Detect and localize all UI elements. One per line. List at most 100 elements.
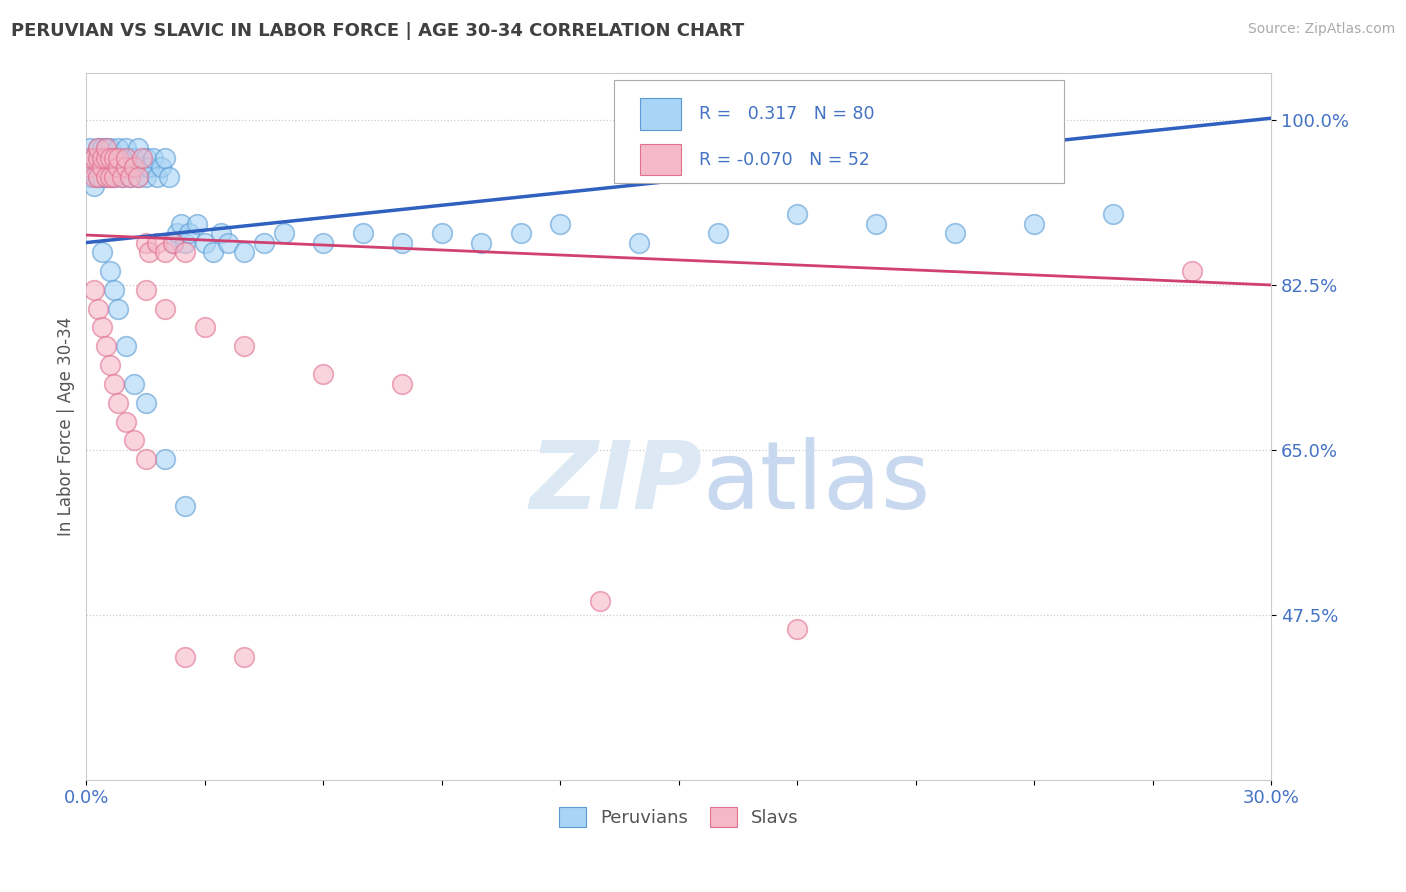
Point — [94, 169, 117, 184]
Point — [174, 500, 197, 514]
Point — [118, 169, 141, 184]
Point — [352, 226, 374, 240]
Point — [253, 235, 276, 250]
Point — [103, 376, 125, 391]
Point — [138, 160, 160, 174]
Point — [111, 151, 134, 165]
Point — [79, 169, 101, 184]
Point — [87, 141, 110, 155]
Point — [107, 301, 129, 316]
Point — [107, 141, 129, 155]
Point — [162, 235, 184, 250]
Point — [135, 235, 157, 250]
Point — [201, 245, 224, 260]
Point — [233, 650, 256, 665]
Point — [107, 160, 129, 174]
Point — [107, 151, 129, 165]
Point — [79, 151, 101, 165]
Point — [194, 320, 217, 334]
Point — [509, 226, 531, 240]
Point — [122, 160, 145, 174]
Point — [138, 245, 160, 260]
Legend: Peruvians, Slavs: Peruvians, Slavs — [551, 800, 806, 834]
Point — [114, 151, 136, 165]
Point — [217, 235, 239, 250]
Point — [1181, 264, 1204, 278]
Point — [103, 169, 125, 184]
Point — [94, 151, 117, 165]
Point — [157, 169, 180, 184]
Point — [94, 160, 117, 174]
Text: R =   0.317   N = 80: R = 0.317 N = 80 — [699, 104, 875, 122]
Point — [470, 235, 492, 250]
Point — [111, 169, 134, 184]
Point — [122, 151, 145, 165]
Point — [127, 169, 149, 184]
FancyBboxPatch shape — [640, 144, 681, 176]
Point — [1024, 217, 1046, 231]
Point — [83, 151, 105, 165]
Point — [98, 151, 121, 165]
Point — [548, 217, 571, 231]
Point — [107, 160, 129, 174]
Point — [135, 283, 157, 297]
Point — [174, 245, 197, 260]
Point — [273, 226, 295, 240]
Point — [103, 283, 125, 297]
Point — [98, 169, 121, 184]
Point — [79, 160, 101, 174]
Point — [142, 151, 165, 165]
Point — [155, 151, 177, 165]
Point — [94, 141, 117, 155]
Point — [312, 368, 335, 382]
Point — [87, 151, 110, 165]
Point — [391, 376, 413, 391]
FancyBboxPatch shape — [613, 80, 1064, 183]
Point — [127, 141, 149, 155]
Point — [233, 245, 256, 260]
Point — [91, 151, 114, 165]
Point — [186, 217, 208, 231]
Point — [174, 235, 197, 250]
Point — [91, 141, 114, 155]
Point — [114, 141, 136, 155]
Point — [94, 151, 117, 165]
Point — [91, 320, 114, 334]
Point — [146, 169, 169, 184]
Point — [155, 301, 177, 316]
Point — [83, 283, 105, 297]
Point — [786, 622, 808, 636]
Point — [628, 235, 651, 250]
Point — [943, 226, 966, 240]
Point — [94, 169, 117, 184]
Point — [233, 339, 256, 353]
Point — [707, 226, 730, 240]
Point — [135, 151, 157, 165]
Point — [135, 169, 157, 184]
Point — [91, 160, 114, 174]
Point — [79, 151, 101, 165]
Point — [430, 226, 453, 240]
Point — [122, 434, 145, 448]
Point — [107, 396, 129, 410]
Point — [98, 358, 121, 372]
Point — [114, 160, 136, 174]
Point — [786, 207, 808, 221]
Point — [83, 160, 105, 174]
Point — [174, 650, 197, 665]
Point — [83, 179, 105, 194]
Point — [87, 151, 110, 165]
Point — [87, 301, 110, 316]
Point — [83, 169, 105, 184]
Point — [111, 169, 134, 184]
Point — [131, 160, 153, 174]
Point — [127, 169, 149, 184]
Point — [94, 141, 117, 155]
Point — [87, 141, 110, 155]
Point — [91, 151, 114, 165]
Point — [98, 264, 121, 278]
Text: ZIP: ZIP — [530, 437, 703, 529]
Point — [135, 452, 157, 467]
Point — [98, 141, 121, 155]
Text: atlas: atlas — [703, 437, 931, 529]
